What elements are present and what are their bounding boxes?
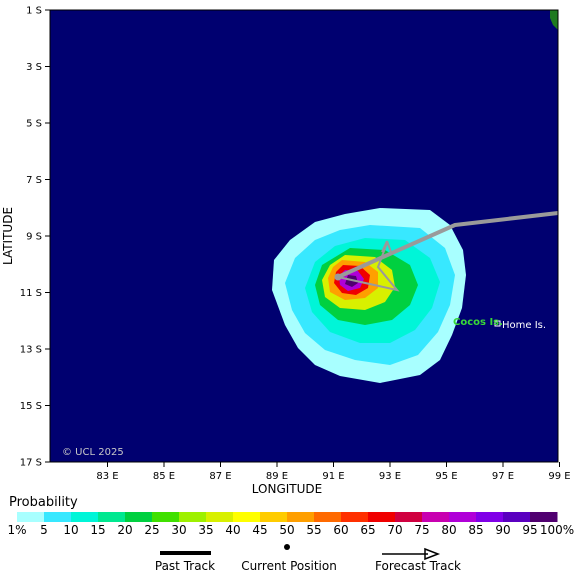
- colorbar-tick-label: 25: [144, 523, 160, 537]
- colorbar-swatch: [395, 512, 423, 522]
- home-island-marker: [494, 320, 501, 327]
- past-track-line: [337, 211, 559, 279]
- lon-tick-label: 95 E: [435, 471, 457, 482]
- past-track-legend-label: Past Track: [154, 559, 216, 573]
- lon-tick-label: 99 E: [548, 471, 570, 482]
- colorbar-tick-label: 1%: [7, 523, 27, 537]
- colorbar-swatch: [152, 512, 180, 522]
- lat-tick-label: 11 S: [20, 288, 42, 299]
- island-markers: Cocos Is. Home Is.: [453, 317, 546, 331]
- home-island-label: Home Is.: [502, 320, 546, 331]
- lat-tick-label: 7 S: [26, 175, 42, 186]
- latitude-axis: 1 S 3 S 5 S 7 S 9 S 11 S 13 S 15 S 17 S: [20, 6, 50, 469]
- lat-tick-label: 9 S: [26, 232, 42, 243]
- colorbar-tick-label: 90: [495, 523, 511, 537]
- lat-tick-label: 3 S: [26, 62, 42, 73]
- lon-tick-label: 97 E: [492, 471, 514, 482]
- colorbar-swatch: [449, 512, 477, 522]
- lat-tick-label: 5 S: [26, 119, 42, 130]
- land-mass: [550, 10, 558, 30]
- longitude-axis: 83 E 85 E 87 E 89 E 91 E 93 E 95 E 97 E 99 E: [96, 462, 571, 482]
- copyright-text: © UCL 2025: [62, 447, 124, 458]
- probability-colorbar: [17, 512, 558, 522]
- current-position-marker: [334, 273, 342, 281]
- colorbar-swatch: [341, 512, 369, 522]
- colorbar-tick-label: 95: [522, 523, 538, 537]
- legend-symbols: [160, 544, 441, 561]
- colorbar-tick-label: 15: [90, 523, 106, 537]
- lon-tick-label: 91 E: [322, 471, 344, 482]
- colorbar-swatch: [476, 512, 504, 522]
- colorbar-tick-label: 65: [360, 523, 376, 537]
- lon-tick-label: 93 E: [379, 471, 401, 482]
- forecast-arrow-legend-icon: [424, 547, 441, 561]
- lon-tick-label: 87 E: [209, 471, 231, 482]
- current-position-legend-label: Current Position: [241, 559, 337, 573]
- colorbar-tick-label: 40: [225, 523, 241, 537]
- forecast-track-legend-label: Forecast Track: [375, 559, 461, 573]
- colorbar-swatch: [314, 512, 342, 522]
- colorbar-tick-label: 35: [198, 523, 214, 537]
- colorbar-swatch: [179, 512, 207, 522]
- colorbar-swatch: [233, 512, 261, 522]
- colorbar-tick-label: 85: [468, 523, 484, 537]
- forecast-arrow-head: [381, 240, 392, 253]
- colorbar-swatch: [368, 512, 396, 522]
- colorbar-swatch: [530, 512, 558, 522]
- colorbar-swatch: [98, 512, 126, 522]
- colorbar-swatch: [17, 512, 45, 522]
- colorbar-title: Probability: [9, 495, 78, 510]
- lat-tick-label: 13 S: [20, 345, 42, 356]
- colorbar-tick-label: 50: [279, 523, 295, 537]
- colorbar-swatch: [422, 512, 450, 522]
- colorbar-swatch: [125, 512, 153, 522]
- colorbar-swatch: [44, 512, 72, 522]
- colorbar-swatch: [206, 512, 234, 522]
- colorbar-swatch: [287, 512, 315, 522]
- colorbar-swatch: [71, 512, 99, 522]
- current-position-legend-icon: [284, 544, 290, 550]
- probability-field: [272, 208, 466, 383]
- lat-tick-label: 17 S: [20, 458, 42, 469]
- latitude-axis-title: LATITUDE: [1, 207, 15, 265]
- colorbar-swatch: [260, 512, 288, 522]
- cocos-islands-label: Cocos Is.: [453, 317, 503, 328]
- strike-probability-map: Cocos Is. Home Is. © UCL 2025 1 S 3 S 5 S 7…: [1, 6, 571, 497]
- lat-tick-label: 1 S: [26, 6, 42, 17]
- colorbar-tick-label: 45: [252, 523, 268, 537]
- colorbar-tick-label: 80: [441, 523, 457, 537]
- colorbar-tick-label: 100%: [539, 523, 575, 537]
- colorbar-tick-label: 30: [171, 523, 187, 537]
- colorbar-tick-label: 75: [414, 523, 430, 537]
- colorbar-tick-label: 10: [63, 523, 79, 537]
- lon-tick-label: 83 E: [96, 471, 118, 482]
- colorbar-tick-label: 5: [40, 523, 48, 537]
- lon-tick-label: 89 E: [266, 471, 288, 482]
- colorbar-tick-label: 20: [117, 523, 133, 537]
- lon-tick-label: 85 E: [153, 471, 175, 482]
- colorbar-tick-label: 55: [306, 523, 322, 537]
- colorbar-tick-label: 60: [333, 523, 349, 537]
- longitude-axis-title: LONGITUDE: [252, 482, 322, 496]
- colorbar-tick-label: 70: [387, 523, 403, 537]
- forecast-track-line: [337, 242, 400, 292]
- lat-tick-label: 15 S: [20, 401, 42, 412]
- probability-contour-95pct: [345, 275, 358, 287]
- colorbar-swatch: [503, 512, 531, 522]
